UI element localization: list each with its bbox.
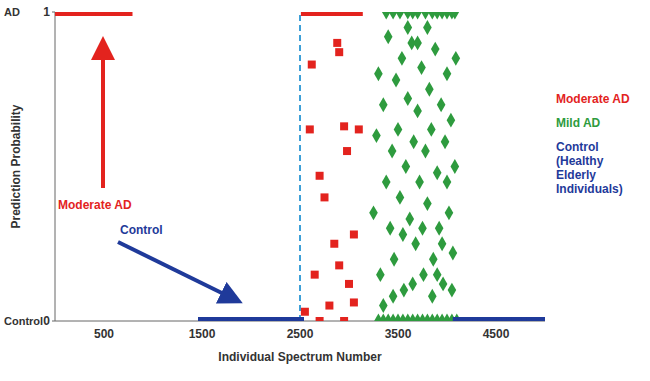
html-text:AD: AD <box>4 6 20 18</box>
html-text:Moderate AD: Moderate AD <box>58 198 132 212</box>
svg-text:1500: 1500 <box>189 327 216 341</box>
svg-text:Individual Spectrum Number: Individual Spectrum Number <box>218 350 382 364</box>
html-text:Control: Control <box>120 223 163 237</box>
svg-text:1: 1 <box>43 5 50 19</box>
svg-text:2500: 2500 <box>287 327 314 341</box>
html-text:Control (Healthy Elderly Indiv: Control (Healthy Elderly Individuals) <box>556 140 623 196</box>
html-text:Control: Control <box>4 315 44 327</box>
svg-text:0: 0 <box>43 314 50 328</box>
svg-text:Prediction Probability: Prediction Probability <box>9 104 23 228</box>
svg-text:500: 500 <box>94 327 114 341</box>
html-text:Mild AD: Mild AD <box>556 116 601 130</box>
html-text:Moderate AD: Moderate AD <box>556 92 630 106</box>
svg-text:3500: 3500 <box>385 327 412 341</box>
svg-text:4500: 4500 <box>483 327 510 341</box>
